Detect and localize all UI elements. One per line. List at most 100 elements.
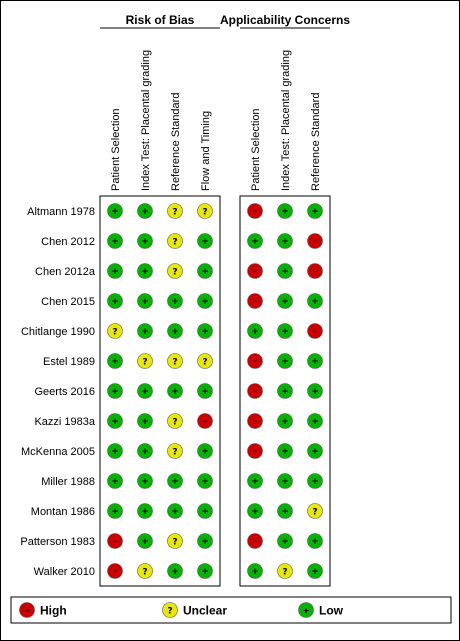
- svg-text:+: +: [111, 207, 119, 217]
- study-label: McKenna 2005: [21, 446, 95, 458]
- svg-text:+: +: [201, 267, 209, 277]
- study-label: Estel 1989: [43, 356, 95, 368]
- judgement-low-icon: +: [137, 233, 153, 249]
- svg-text:+: +: [111, 417, 119, 427]
- judgement-low-icon: +: [277, 293, 293, 309]
- judgement-low-icon: +: [277, 263, 293, 279]
- judgement-low-icon: +: [277, 353, 293, 369]
- judgement-low-icon: +: [277, 233, 293, 249]
- svg-text:+: +: [281, 297, 289, 307]
- svg-text:+: +: [311, 207, 319, 217]
- svg-text:+: +: [281, 207, 289, 217]
- group-title-0: Risk of Bias: [126, 13, 195, 27]
- judgement-low-icon: +: [277, 383, 293, 399]
- svg-text:+: +: [201, 507, 209, 517]
- judgement-low-icon: +: [277, 533, 293, 549]
- domain-header: Patient Selection: [250, 108, 262, 191]
- judgement-low-icon: +: [247, 503, 263, 519]
- svg-text:?: ?: [172, 268, 177, 278]
- judgement-unclear-icon: ?: [167, 353, 183, 369]
- judgement-low-icon: +: [277, 503, 293, 519]
- domain-header: Patient Selection: [110, 108, 122, 191]
- judgement-low-icon: +: [107, 263, 123, 279]
- svg-text:+: +: [281, 477, 289, 487]
- judgement-unclear-icon: ?: [167, 413, 183, 429]
- judgement-low-icon: +: [107, 413, 123, 429]
- svg-text:+: +: [201, 447, 209, 457]
- judgement-high-icon: –: [107, 533, 123, 549]
- judgement-high-icon: –: [247, 443, 263, 459]
- svg-text:+: +: [111, 237, 119, 247]
- svg-text:–: –: [253, 537, 258, 547]
- judgement-low-icon: +: [137, 263, 153, 279]
- svg-text:+: +: [111, 507, 119, 517]
- svg-text:+: +: [281, 537, 289, 547]
- judgement-low-icon: +: [197, 233, 213, 249]
- svg-text:+: +: [251, 567, 259, 577]
- judgement-low-icon: +: [167, 293, 183, 309]
- judgement-unclear-icon: ?: [167, 263, 183, 279]
- svg-text:?: ?: [172, 238, 177, 248]
- judgement-low-icon: +: [307, 443, 323, 459]
- svg-text:+: +: [281, 237, 289, 247]
- study-label: Geerts 2016: [34, 386, 95, 398]
- judgement-low-icon: +: [307, 473, 323, 489]
- judgement-high-icon: –: [307, 233, 323, 249]
- svg-text:+: +: [281, 327, 289, 337]
- judgement-low-icon: +: [107, 503, 123, 519]
- judgement-low-icon: +: [167, 473, 183, 489]
- svg-text:–: –: [313, 327, 318, 337]
- legend-label-unclear: Unclear: [183, 604, 227, 618]
- svg-text:+: +: [111, 297, 119, 307]
- judgement-low-icon: +: [277, 443, 293, 459]
- svg-text:+: +: [281, 387, 289, 397]
- judgement-high-icon: –: [307, 323, 323, 339]
- svg-text:+: +: [281, 267, 289, 277]
- domain-header: Index Test: Placental grading: [140, 50, 152, 191]
- judgement-high-icon: –: [247, 413, 263, 429]
- study-label: Chen 2012: [41, 236, 95, 248]
- judgement-high-icon: –: [247, 293, 263, 309]
- judgement-low-icon: +: [197, 503, 213, 519]
- svg-text:+: +: [141, 327, 149, 337]
- judgement-low-icon: +: [307, 563, 323, 579]
- judgement-low-icon: +: [247, 563, 263, 579]
- svg-text:+: +: [251, 327, 259, 337]
- judgement-low-icon: +: [107, 203, 123, 219]
- svg-text:+: +: [171, 567, 179, 577]
- judgement-high-icon: –: [197, 413, 213, 429]
- judgement-high-icon: –: [107, 563, 123, 579]
- svg-text:+: +: [111, 477, 119, 487]
- study-label: Patterson 1983: [20, 536, 95, 548]
- judgement-low-icon: +: [197, 563, 213, 579]
- judgement-unclear-icon: ?: [277, 563, 293, 579]
- svg-text:–: –: [253, 417, 258, 427]
- judgement-low-icon: +: [307, 413, 323, 429]
- svg-text:+: +: [281, 357, 289, 367]
- svg-text:+: +: [302, 607, 310, 617]
- svg-text:+: +: [201, 327, 209, 337]
- svg-text:+: +: [201, 537, 209, 547]
- svg-text:–: –: [113, 537, 118, 547]
- svg-text:+: +: [311, 417, 319, 427]
- judgement-low-icon: +: [137, 443, 153, 459]
- judgement-low-icon: +: [247, 323, 263, 339]
- judgement-unclear-icon: ?: [197, 353, 213, 369]
- svg-text:+: +: [111, 447, 119, 457]
- judgement-low-icon: +: [197, 323, 213, 339]
- judgement-low-icon: +: [307, 293, 323, 309]
- judgement-low-icon: +: [137, 383, 153, 399]
- group-box-0: [99, 195, 221, 587]
- svg-text:+: +: [281, 507, 289, 517]
- group-box-1: [239, 195, 331, 587]
- svg-text:+: +: [201, 237, 209, 247]
- judgement-high-icon: –: [247, 383, 263, 399]
- svg-text:?: ?: [172, 208, 177, 218]
- svg-text:+: +: [141, 237, 149, 247]
- svg-text:?: ?: [112, 328, 117, 338]
- judgement-low-icon: +: [197, 533, 213, 549]
- svg-text:+: +: [281, 447, 289, 457]
- svg-text:+: +: [201, 387, 209, 397]
- judgement-unclear-icon: ?: [167, 443, 183, 459]
